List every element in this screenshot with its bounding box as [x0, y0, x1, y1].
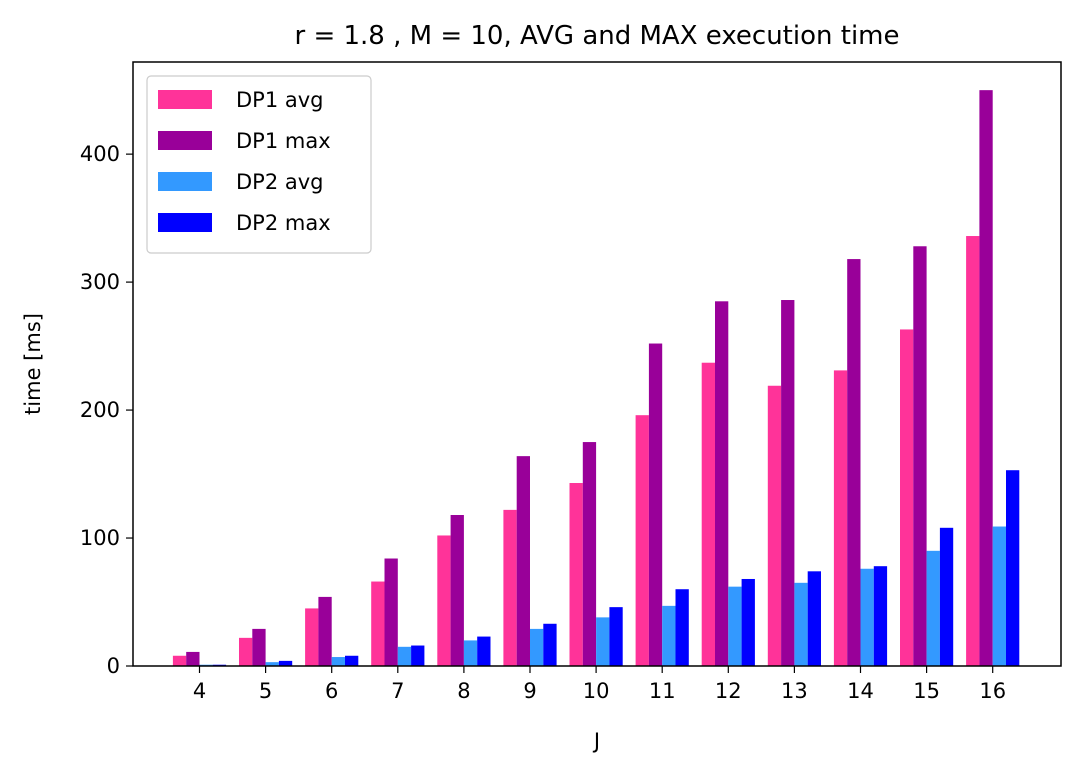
bars-layer: [172, 90, 1020, 666]
bar-dp1-max-6: [318, 596, 332, 666]
bar-dp2-max-6: [345, 655, 359, 666]
bar-dp2-max-8: [477, 636, 491, 666]
y-tick-label: 100: [80, 526, 120, 550]
bar-dp2-avg-12: [728, 586, 742, 666]
x-axis-label: J: [592, 729, 600, 753]
bar-dp1-avg-10: [569, 483, 583, 666]
bar-dp1-avg-8: [437, 535, 451, 666]
bar-dp1-avg-11: [635, 415, 649, 666]
legend-label-dp2-avg: DP2 avg: [236, 170, 324, 194]
legend-swatch-dp1-max: [158, 131, 212, 150]
bar-dp1-max-14: [847, 259, 861, 666]
bar-dp2-max-5: [278, 660, 293, 666]
bar-dp2-max-12: [741, 578, 755, 666]
bar-dp2-avg-7: [397, 646, 412, 666]
bar-dp1-max-12: [715, 301, 729, 666]
chart-title: r = 1.8 , M = 10, AVG and MAX execution …: [294, 21, 899, 51]
legend-label-dp1-max: DP1 max: [236, 129, 331, 153]
x-tick-label: 5: [259, 679, 272, 703]
y-axis: 0 100 200 300 400: [80, 142, 133, 678]
bar-dp1-avg-13: [767, 385, 782, 666]
bar-dp1-avg-7: [371, 581, 385, 666]
y-tick-label: 300: [80, 270, 120, 294]
bar-dp1-max-13: [781, 300, 795, 666]
bar-dp2-max-16: [1006, 470, 1020, 666]
x-tick-label: 12: [715, 679, 742, 703]
y-tick-label: 200: [80, 398, 120, 422]
bar-dp2-max-14: [873, 566, 888, 666]
bar-dp1-avg-5: [239, 637, 253, 666]
x-tick-label: 9: [523, 679, 536, 703]
y-tick-label: 400: [80, 142, 120, 166]
bar-dp1-max-10: [582, 442, 597, 666]
x-tick-label: 13: [781, 679, 808, 703]
legend-swatch-dp2-max: [158, 213, 212, 232]
plot-frame: [132, 61, 1062, 667]
bar-dp1-avg-14: [833, 370, 848, 666]
bar-dp2-avg-16: [992, 526, 1006, 666]
bar-dp1-max-15: [913, 246, 927, 666]
bar-dp1-avg-12: [701, 362, 715, 666]
bar-dp2-max-10: [609, 607, 623, 666]
bar-dp1-max-8: [450, 515, 464, 666]
bar-dp2-avg-9: [530, 628, 544, 666]
bar-dp2-avg-14: [860, 568, 874, 666]
x-tick-label: 7: [391, 679, 404, 703]
bar-dp2-avg-5: [265, 662, 279, 666]
bar-dp2-avg-11: [662, 605, 676, 666]
bar-dp2-avg-8: [463, 640, 478, 666]
bar-dp2-max-11: [675, 589, 689, 666]
bar-dp2-max-13: [807, 571, 821, 666]
x-axis: 4 5 6 7 8 9 10 11 12 13 14 15 16: [193, 666, 1006, 703]
bar-dp1-max-9: [516, 456, 530, 666]
bar-dp1-max-7: [384, 558, 398, 666]
bar-dp2-avg-15: [926, 550, 940, 666]
bar-dp2-avg-13: [794, 582, 808, 666]
bar-dp1-max-11: [648, 343, 663, 666]
bar-dp2-max-9: [543, 623, 557, 666]
bar-dp1-avg-16: [966, 236, 980, 666]
x-tick-label: 15: [913, 679, 940, 703]
legend-swatch-dp1-avg: [158, 90, 212, 109]
bar-dp2-max-7: [411, 645, 425, 666]
bar-dp2-avg-10: [596, 617, 610, 666]
x-tick-label: 8: [457, 679, 470, 703]
x-tick-label: 11: [649, 679, 676, 703]
bar-dp1-avg-6: [305, 608, 319, 666]
legend-label-dp1-avg: DP1 avg: [236, 88, 324, 112]
bar-dp1-max-16: [979, 90, 993, 666]
legend-label-dp2-max: DP2 max: [236, 211, 331, 235]
x-tick-label: 6: [325, 679, 338, 703]
bar-dp1-avg-4: [172, 655, 187, 666]
x-tick-label: 10: [583, 679, 610, 703]
bar-dp1-max-5: [252, 628, 266, 666]
legend: DP1 avg DP1 max DP2 avg DP2 max: [146, 75, 372, 254]
bar-dp2-avg-6: [331, 657, 345, 666]
legend-swatch-dp2-avg: [158, 172, 212, 191]
x-tick-label: 4: [193, 679, 206, 703]
bar-dp1-avg-15: [900, 329, 914, 666]
x-tick-label: 14: [847, 679, 874, 703]
bar-dp1-max-4: [186, 651, 200, 666]
legend-box: [146, 75, 372, 254]
bar-dp2-max-15: [939, 527, 954, 666]
y-axis-label: time [ms]: [21, 313, 45, 415]
x-tick-label: 16: [979, 679, 1006, 703]
y-tick-label: 0: [107, 654, 120, 678]
bar-dp1-avg-9: [503, 509, 517, 666]
